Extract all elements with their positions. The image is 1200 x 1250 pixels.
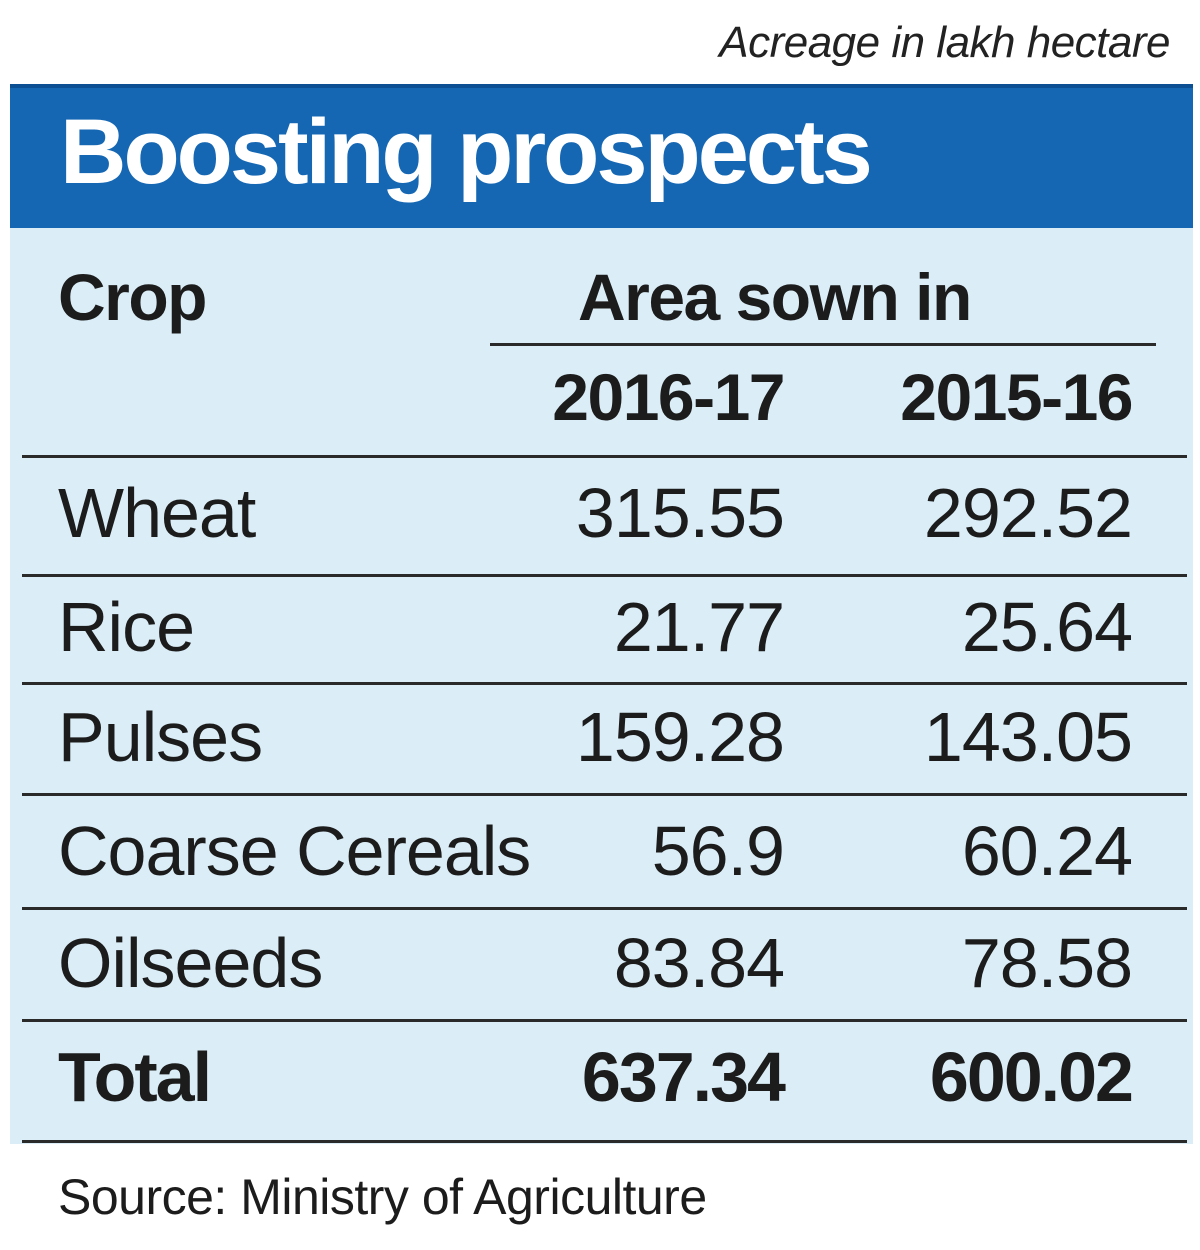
value-2015-16-cell: 292.52 [923, 474, 1133, 552]
value-2016-17-cell: 315.55 [575, 474, 785, 552]
row-divider [22, 1019, 1187, 1022]
table-bottom-rule [22, 1140, 1187, 1143]
value-2015-16-cell: 78.58 [961, 924, 1133, 1002]
value-2016-17-cell: 56.9 [651, 812, 785, 890]
unit-note: Acreage in lakh hectare [719, 18, 1170, 67]
crop-cell: Oilseeds [58, 924, 323, 1002]
table-panel [10, 84, 1193, 1144]
crop-cell: Pulses [58, 698, 263, 776]
value-2016-17-cell: 83.84 [613, 924, 785, 1002]
value-2015-16-cell: 600.02 [929, 1038, 1134, 1116]
header-year-2015-16: 2015-16 [900, 360, 1133, 434]
row-divider [22, 793, 1187, 796]
header-divider [490, 343, 1156, 346]
header-area-sown: Area sown in [578, 260, 972, 334]
value-2015-16-cell: 60.24 [961, 812, 1133, 890]
value-2016-17-cell: 637.34 [581, 1038, 786, 1116]
value-2016-17-cell: 21.77 [613, 588, 785, 666]
row-divider [22, 907, 1187, 910]
chart-title: Boosting prospects [60, 101, 873, 203]
header-year-2016-17: 2016-17 [552, 360, 785, 434]
value-2015-16-cell: 25.64 [961, 588, 1133, 666]
row-divider [22, 455, 1187, 458]
crop-cell: Wheat [58, 474, 256, 552]
value-2015-16-cell: 143.05 [923, 698, 1133, 776]
crop-cell: Total [58, 1038, 212, 1116]
crop-cell: Coarse Cereals [58, 812, 531, 890]
row-divider [22, 682, 1187, 685]
source-note: Source: Ministry of Agriculture [58, 1169, 707, 1225]
row-divider [22, 574, 1187, 577]
crop-cell: Rice [58, 588, 195, 666]
title-bar: Boosting prospects [10, 84, 1193, 228]
header-crop: Crop [58, 260, 207, 334]
value-2016-17-cell: 159.28 [575, 698, 785, 776]
